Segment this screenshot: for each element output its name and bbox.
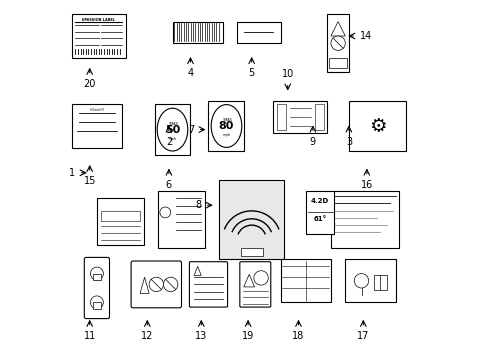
FancyBboxPatch shape (345, 259, 395, 302)
Text: 50: 50 (164, 125, 180, 135)
Circle shape (90, 267, 103, 280)
Text: 20: 20 (83, 79, 96, 89)
Bar (373, 275, 386, 290)
FancyBboxPatch shape (348, 101, 406, 151)
Bar (314, 104, 323, 130)
Text: 4.2D: 4.2D (310, 198, 328, 204)
Polygon shape (194, 266, 201, 275)
FancyBboxPatch shape (273, 101, 326, 133)
FancyBboxPatch shape (326, 14, 348, 72)
Circle shape (253, 271, 268, 285)
Text: ///text///: ///text/// (90, 108, 103, 112)
Text: 3: 3 (345, 137, 351, 147)
FancyBboxPatch shape (219, 180, 284, 259)
Bar (276, 104, 285, 130)
FancyBboxPatch shape (154, 104, 190, 155)
FancyBboxPatch shape (158, 191, 204, 248)
Text: 14: 14 (359, 31, 371, 41)
FancyBboxPatch shape (239, 262, 270, 307)
Bar (101, 211, 140, 221)
Text: 13: 13 (195, 331, 207, 341)
FancyBboxPatch shape (97, 198, 143, 245)
Text: 11: 11 (83, 331, 96, 341)
Text: 9: 9 (309, 137, 315, 147)
Text: mph: mph (222, 133, 230, 137)
Text: 17: 17 (356, 331, 369, 341)
Text: EMISSION LABEL: EMISSION LABEL (82, 18, 115, 22)
FancyBboxPatch shape (330, 191, 399, 248)
FancyBboxPatch shape (280, 259, 330, 302)
Text: 2: 2 (165, 137, 172, 147)
FancyBboxPatch shape (237, 22, 280, 43)
Text: mph: mph (168, 137, 176, 141)
FancyBboxPatch shape (189, 262, 227, 307)
Text: 61°: 61° (313, 216, 326, 222)
FancyBboxPatch shape (131, 261, 181, 308)
Circle shape (90, 296, 103, 309)
Text: TMAX: TMAX (221, 118, 231, 122)
Bar (92, 302, 101, 309)
Ellipse shape (211, 105, 241, 148)
Polygon shape (330, 22, 345, 36)
Bar (241, 248, 262, 256)
FancyBboxPatch shape (84, 257, 109, 319)
Text: 7: 7 (187, 125, 194, 135)
Circle shape (160, 207, 170, 218)
Text: 6: 6 (165, 180, 172, 190)
Text: 19: 19 (242, 331, 254, 341)
Text: ⚙: ⚙ (368, 117, 386, 135)
Text: 18: 18 (292, 331, 304, 341)
Text: 15: 15 (83, 176, 96, 186)
Text: 10: 10 (281, 69, 293, 79)
Text: TMAX: TMAX (167, 122, 177, 126)
FancyBboxPatch shape (208, 101, 244, 151)
Bar (92, 274, 101, 280)
Text: 8: 8 (195, 200, 201, 210)
Text: 4: 4 (187, 68, 193, 78)
Text: 80: 80 (218, 121, 234, 131)
Text: 16: 16 (360, 180, 372, 190)
FancyBboxPatch shape (72, 14, 125, 58)
FancyBboxPatch shape (305, 191, 334, 234)
FancyBboxPatch shape (172, 22, 223, 43)
Circle shape (163, 277, 178, 292)
Circle shape (330, 36, 345, 50)
Text: 1: 1 (69, 168, 75, 178)
Polygon shape (244, 274, 254, 287)
Ellipse shape (157, 108, 187, 151)
Text: 12: 12 (141, 331, 153, 341)
Polygon shape (140, 277, 149, 293)
FancyBboxPatch shape (72, 104, 122, 148)
Bar (328, 58, 346, 68)
Text: 5: 5 (248, 68, 254, 78)
Circle shape (149, 277, 163, 292)
Circle shape (354, 274, 368, 288)
